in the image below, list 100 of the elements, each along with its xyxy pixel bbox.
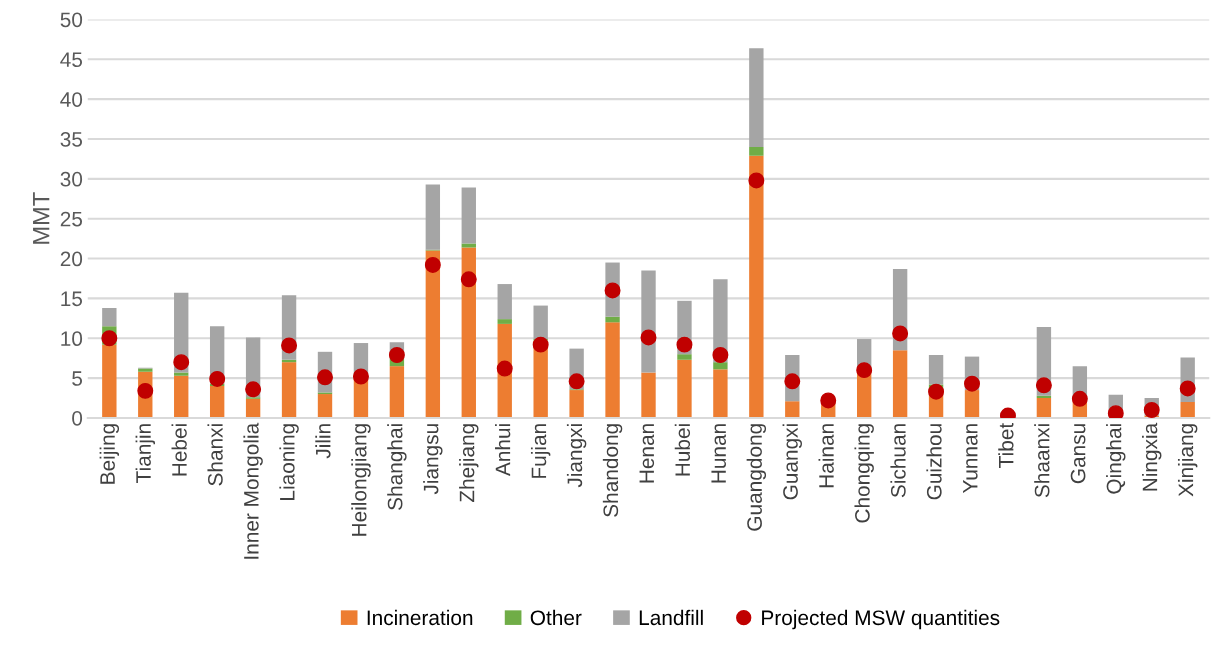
bar (677, 359, 692, 418)
point (892, 325, 909, 342)
y-tick-label: 20 (60, 251, 83, 267)
point (964, 375, 980, 392)
x-tick-label: Jiangxi (566, 424, 587, 488)
bar (1180, 402, 1195, 418)
x-tick-label: Chongqing (854, 424, 874, 523)
legend-label: Projected MSW quantities (762, 609, 1000, 630)
bar (533, 305, 548, 340)
point (101, 330, 118, 347)
y-tick-label: 30 (60, 171, 83, 187)
x-tick-label: Guangxi (782, 424, 802, 500)
y-tick-label: 5 (72, 371, 83, 386)
bar (461, 187, 476, 244)
point (352, 368, 369, 385)
point (604, 282, 621, 299)
bar (389, 366, 405, 418)
bar (209, 386, 225, 418)
bar (892, 350, 908, 418)
bar (605, 316, 620, 323)
point (568, 373, 585, 390)
bar (713, 362, 728, 370)
x-tick-label: Zhejiang (459, 424, 479, 503)
x-tick-label: Qinghai (1106, 424, 1126, 494)
x-tick-label: Shandong (602, 424, 623, 517)
bar (497, 284, 512, 320)
bar (749, 48, 764, 147)
bar (497, 319, 512, 324)
x-tick-label: Ningxia (1142, 422, 1162, 491)
bar (461, 243, 476, 248)
x-tick-label: Hebei (171, 424, 187, 476)
bar (641, 372, 656, 418)
bar (102, 307, 117, 327)
x-tick-label: Shanxi (207, 424, 223, 486)
point (209, 370, 226, 387)
bar (785, 401, 800, 418)
y-tick-label: 0 (72, 410, 83, 426)
bar (749, 146, 764, 156)
x-tick-label: Jiangsu (423, 424, 443, 495)
bar (964, 390, 980, 418)
point (1179, 380, 1196, 397)
point (424, 256, 441, 273)
x-tick-label: Gansu (1070, 424, 1086, 484)
point (281, 337, 298, 354)
x-tick-label: Anhui (495, 424, 511, 477)
x-tick-label: Shanghai (387, 424, 407, 510)
bar (677, 354, 692, 360)
y-tick-label: 35 (60, 132, 83, 147)
x-tick-label: Xinjiang (1177, 424, 1198, 497)
x-tick-label: Hunan (711, 424, 726, 483)
point (532, 336, 549, 353)
point (245, 381, 262, 398)
x-tick-label: Hubei (674, 424, 691, 476)
point (173, 354, 190, 371)
bar (174, 372, 189, 376)
point (820, 392, 837, 409)
x-tick-label: Inner Mongolia (243, 422, 263, 559)
point (388, 347, 405, 363)
bar (281, 362, 297, 418)
y-tick-label: 45 (60, 52, 83, 68)
bar (174, 375, 189, 418)
bar (245, 398, 261, 418)
y-tick-label: 15 (61, 291, 83, 307)
point (856, 362, 873, 379)
bar (569, 390, 584, 418)
bar (317, 394, 333, 418)
x-tick-label: Hainan (818, 424, 834, 488)
bar (605, 322, 620, 418)
y-axis-title: MMT (33, 192, 50, 244)
bar (425, 184, 441, 250)
legend-label: Landfill (639, 609, 703, 626)
y-tick-label: 40 (60, 92, 83, 107)
point (676, 336, 693, 353)
x-tick-label: Henan (639, 424, 655, 483)
point (1071, 390, 1088, 407)
bar (102, 344, 117, 418)
x-tick-label: Yunnan (963, 424, 978, 494)
x-tick-label: Fujian (530, 424, 551, 478)
x-tick-label: Tianjin (135, 424, 155, 483)
x-tick-label: Beijing (99, 424, 120, 484)
point (640, 329, 657, 346)
x-tick-label: Jilin (315, 424, 331, 459)
point (928, 383, 945, 400)
y-tick-label: 25 (60, 211, 83, 227)
point (712, 347, 729, 363)
y-tick-label: 50 (60, 12, 83, 28)
point (1143, 402, 1160, 418)
bar (749, 155, 764, 418)
point (748, 172, 765, 189)
point (496, 360, 513, 377)
point (784, 373, 801, 390)
point (1107, 405, 1124, 418)
point (1035, 377, 1052, 394)
bar (1036, 398, 1052, 418)
legend-label: Other (530, 609, 582, 626)
x-tick-label: Guizhou (926, 424, 942, 500)
x-tick-label: Guangdong (746, 424, 767, 531)
y-tick-label: 10 (61, 331, 83, 347)
point (137, 382, 154, 399)
point (317, 369, 333, 386)
